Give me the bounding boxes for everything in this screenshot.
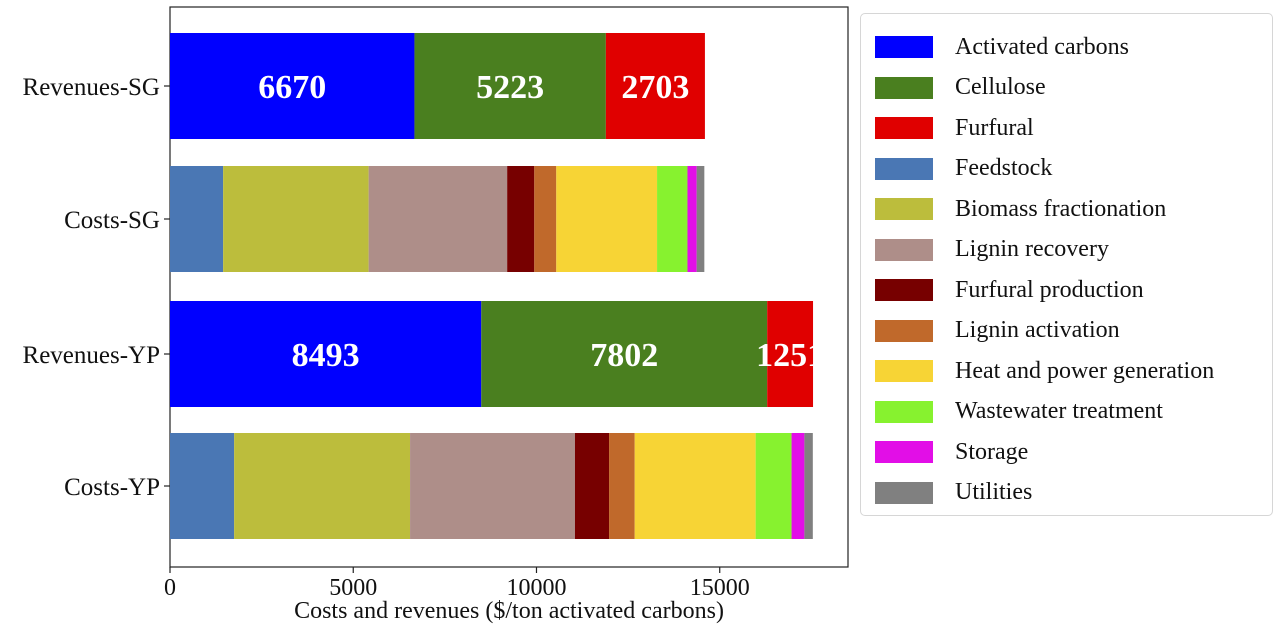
data-label-revenues-yp-furfural: 1251	[756, 337, 824, 374]
bar-revenues-sg-furfural	[605, 33, 705, 139]
legend-swatch	[875, 117, 933, 139]
legend-label: Heat and power generation	[955, 357, 1215, 384]
data-label-revenues-sg-cellulose: 5223	[476, 69, 544, 106]
legend-item-feedstock: Feedstock	[875, 154, 1052, 184]
bar-revenues-yp-furfural	[767, 301, 814, 407]
y-axis: Revenues-SG Costs-SG Revenues-YP Costs-YP	[23, 74, 170, 501]
legend-item-lignin-recovery: Lignin recovery	[875, 235, 1109, 265]
legend-item-activated-carbons: Activated carbons	[875, 32, 1129, 62]
x-tick-label: 5000	[329, 575, 377, 601]
bar-costs-yp-wastewater-treatment	[755, 433, 792, 539]
bar-revenues-sg-activated-carbons	[170, 33, 415, 139]
legend-item-utilities: Utilities	[875, 478, 1032, 508]
bar-costs-sg-utilities	[696, 166, 705, 272]
legend-item-furfural-production: Furfural production	[875, 275, 1144, 305]
legend-swatch	[875, 36, 933, 58]
bars-layer	[170, 33, 814, 539]
x-axis: 0 5000 10000 15000	[164, 567, 750, 601]
bar-costs-yp-feedstock	[170, 433, 235, 539]
legend-swatch	[875, 400, 933, 423]
legend-swatch	[875, 481, 933, 504]
legend-label: Feedstock	[955, 155, 1053, 181]
bar-costs-yp-biomass-fractionation	[234, 433, 411, 539]
x-tick-label: 15000	[690, 575, 750, 601]
bar-costs-yp-furfural-production	[574, 433, 610, 539]
legend-item-cellulose: Cellulose	[875, 73, 1046, 103]
bar-costs-yp-heat-and-power-generation	[634, 433, 756, 539]
data-label-revenues-yp-cellulose: 7802	[590, 337, 658, 374]
legend-label: Utilities	[955, 479, 1033, 505]
bar-costs-yp-storage	[791, 433, 805, 539]
bar-costs-sg-heat-and-power-generation	[556, 166, 658, 272]
y-tick-label: Costs-YP	[64, 474, 160, 501]
legend-label: Wastewater treatment	[955, 398, 1163, 424]
bar-costs-sg-lignin-recovery	[368, 166, 508, 272]
data-label-revenues-sg-furfural: 2703	[621, 69, 689, 106]
y-tick-label: Revenues-SG	[23, 74, 160, 101]
legend-item-storage: Storage	[875, 437, 1028, 467]
y-tick-label: Revenues-YP	[23, 342, 160, 369]
legend-label: Lignin recovery	[955, 236, 1109, 262]
legend-item-furfural: Furfural	[875, 113, 1034, 143]
data-label-revenues-sg-activated-carbons: 6670	[258, 69, 326, 106]
legend-swatch	[875, 360, 933, 382]
x-axis-label: Costs and revenues ($/ton activated carb…	[294, 598, 724, 624]
x-tick-label: 10000	[506, 575, 566, 601]
bar-costs-yp-utilities	[804, 433, 813, 539]
legend-label: Lignin activation	[955, 317, 1120, 343]
legend-swatch	[875, 76, 933, 99]
legend-swatch	[875, 279, 933, 301]
legend: Activated carbons Cellulose Furfural Feedst…	[860, 13, 1273, 516]
bar-costs-yp-lignin-activation	[609, 433, 635, 539]
bar-costs-sg-biomass-fractionation	[223, 166, 369, 272]
legend-swatch	[875, 238, 933, 261]
bar-costs-sg-feedstock	[170, 166, 224, 272]
legend-label: Activated carbons	[955, 33, 1129, 60]
bar-revenues-yp-cellulose	[481, 301, 768, 407]
legend-swatch	[875, 198, 933, 220]
bar-costs-yp-lignin-recovery	[410, 433, 575, 539]
legend-label: Biomass fractionation	[955, 195, 1167, 222]
bar-revenues-yp-activated-carbons	[170, 301, 482, 407]
legend-swatch	[875, 441, 933, 463]
legend-item-wastewater-treatment: Wastewater treatment	[875, 397, 1163, 427]
legend-item-heat-and-power-generation: Heat and power generation	[875, 356, 1214, 386]
legend-swatch	[875, 157, 933, 180]
bar-costs-sg-furfural-production	[507, 166, 535, 272]
bar-costs-sg-lignin-activation	[534, 166, 557, 272]
legend-label: Storage	[955, 438, 1029, 465]
bar-costs-sg-wastewater-treatment	[657, 166, 688, 272]
legend-swatch	[875, 319, 933, 342]
x-tick-label: 0	[164, 575, 176, 601]
data-labels-layer: 6670 5223 2703 8493 7802 1251	[258, 69, 824, 374]
data-label-revenues-yp-activated-carbons: 8493	[292, 337, 360, 374]
legend-label: Furfural	[955, 114, 1034, 141]
legend-item-biomass-fractionation: Biomass fractionation	[875, 194, 1166, 224]
legend-label: Furfural production	[955, 276, 1144, 303]
bar-revenues-sg-cellulose	[414, 33, 606, 139]
legend-item-lignin-activation: Lignin activation	[875, 316, 1120, 346]
bar-costs-sg-storage	[687, 166, 697, 272]
legend-label: Cellulose	[955, 74, 1046, 100]
y-tick-label: Costs-SG	[64, 207, 160, 234]
